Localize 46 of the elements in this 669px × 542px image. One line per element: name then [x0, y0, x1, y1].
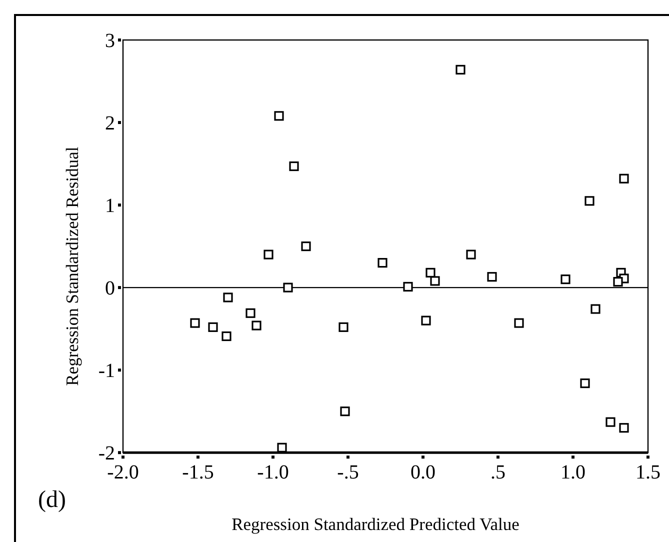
point: [560, 274, 570, 284]
point: [223, 292, 233, 302]
y-tick-label: 3: [105, 30, 115, 52]
point: [466, 250, 476, 260]
text: (d): [38, 487, 66, 513]
point: [277, 442, 287, 452]
y-tick-label: 2: [105, 112, 115, 135]
point: [421, 316, 431, 326]
y-axis-title: Regression Standardized Residual: [62, 146, 82, 386]
x-tick-label: 0.0: [410, 462, 436, 484]
point: [190, 318, 200, 328]
point: [456, 64, 466, 75]
y-tick-label: 1: [105, 195, 115, 218]
point: [403, 282, 413, 292]
point: [606, 417, 616, 427]
y-tick-label: -1: [98, 360, 115, 382]
point: [208, 322, 218, 332]
point: [613, 276, 623, 287]
x-tick-label: 1.5: [636, 462, 660, 484]
point: [283, 282, 293, 292]
point: [426, 268, 436, 278]
point: [514, 318, 524, 328]
point: [430, 276, 440, 286]
point: [580, 378, 590, 388]
point: [264, 250, 274, 260]
point: [619, 423, 629, 433]
point: [340, 406, 350, 416]
point: [301, 242, 311, 252]
point: [619, 174, 629, 184]
point: [590, 304, 600, 314]
x-tick-label: -1.0: [257, 462, 289, 484]
x-axis-title: Regression Standardized Predicted Value: [232, 514, 520, 534]
point: [289, 161, 299, 172]
x-tick-label: .5: [490, 462, 506, 484]
point: [584, 196, 594, 206]
point: [274, 111, 284, 121]
point: [246, 308, 256, 318]
x-tick-label: 1.0: [560, 462, 586, 484]
point: [338, 322, 348, 332]
point: [487, 272, 497, 282]
point: [252, 320, 262, 330]
y-tick-label: 0: [105, 278, 115, 300]
x-tick-label: -.5: [337, 462, 359, 484]
point: [222, 331, 232, 342]
point: [378, 258, 388, 268]
x-tick-label: -1.5: [182, 462, 214, 484]
